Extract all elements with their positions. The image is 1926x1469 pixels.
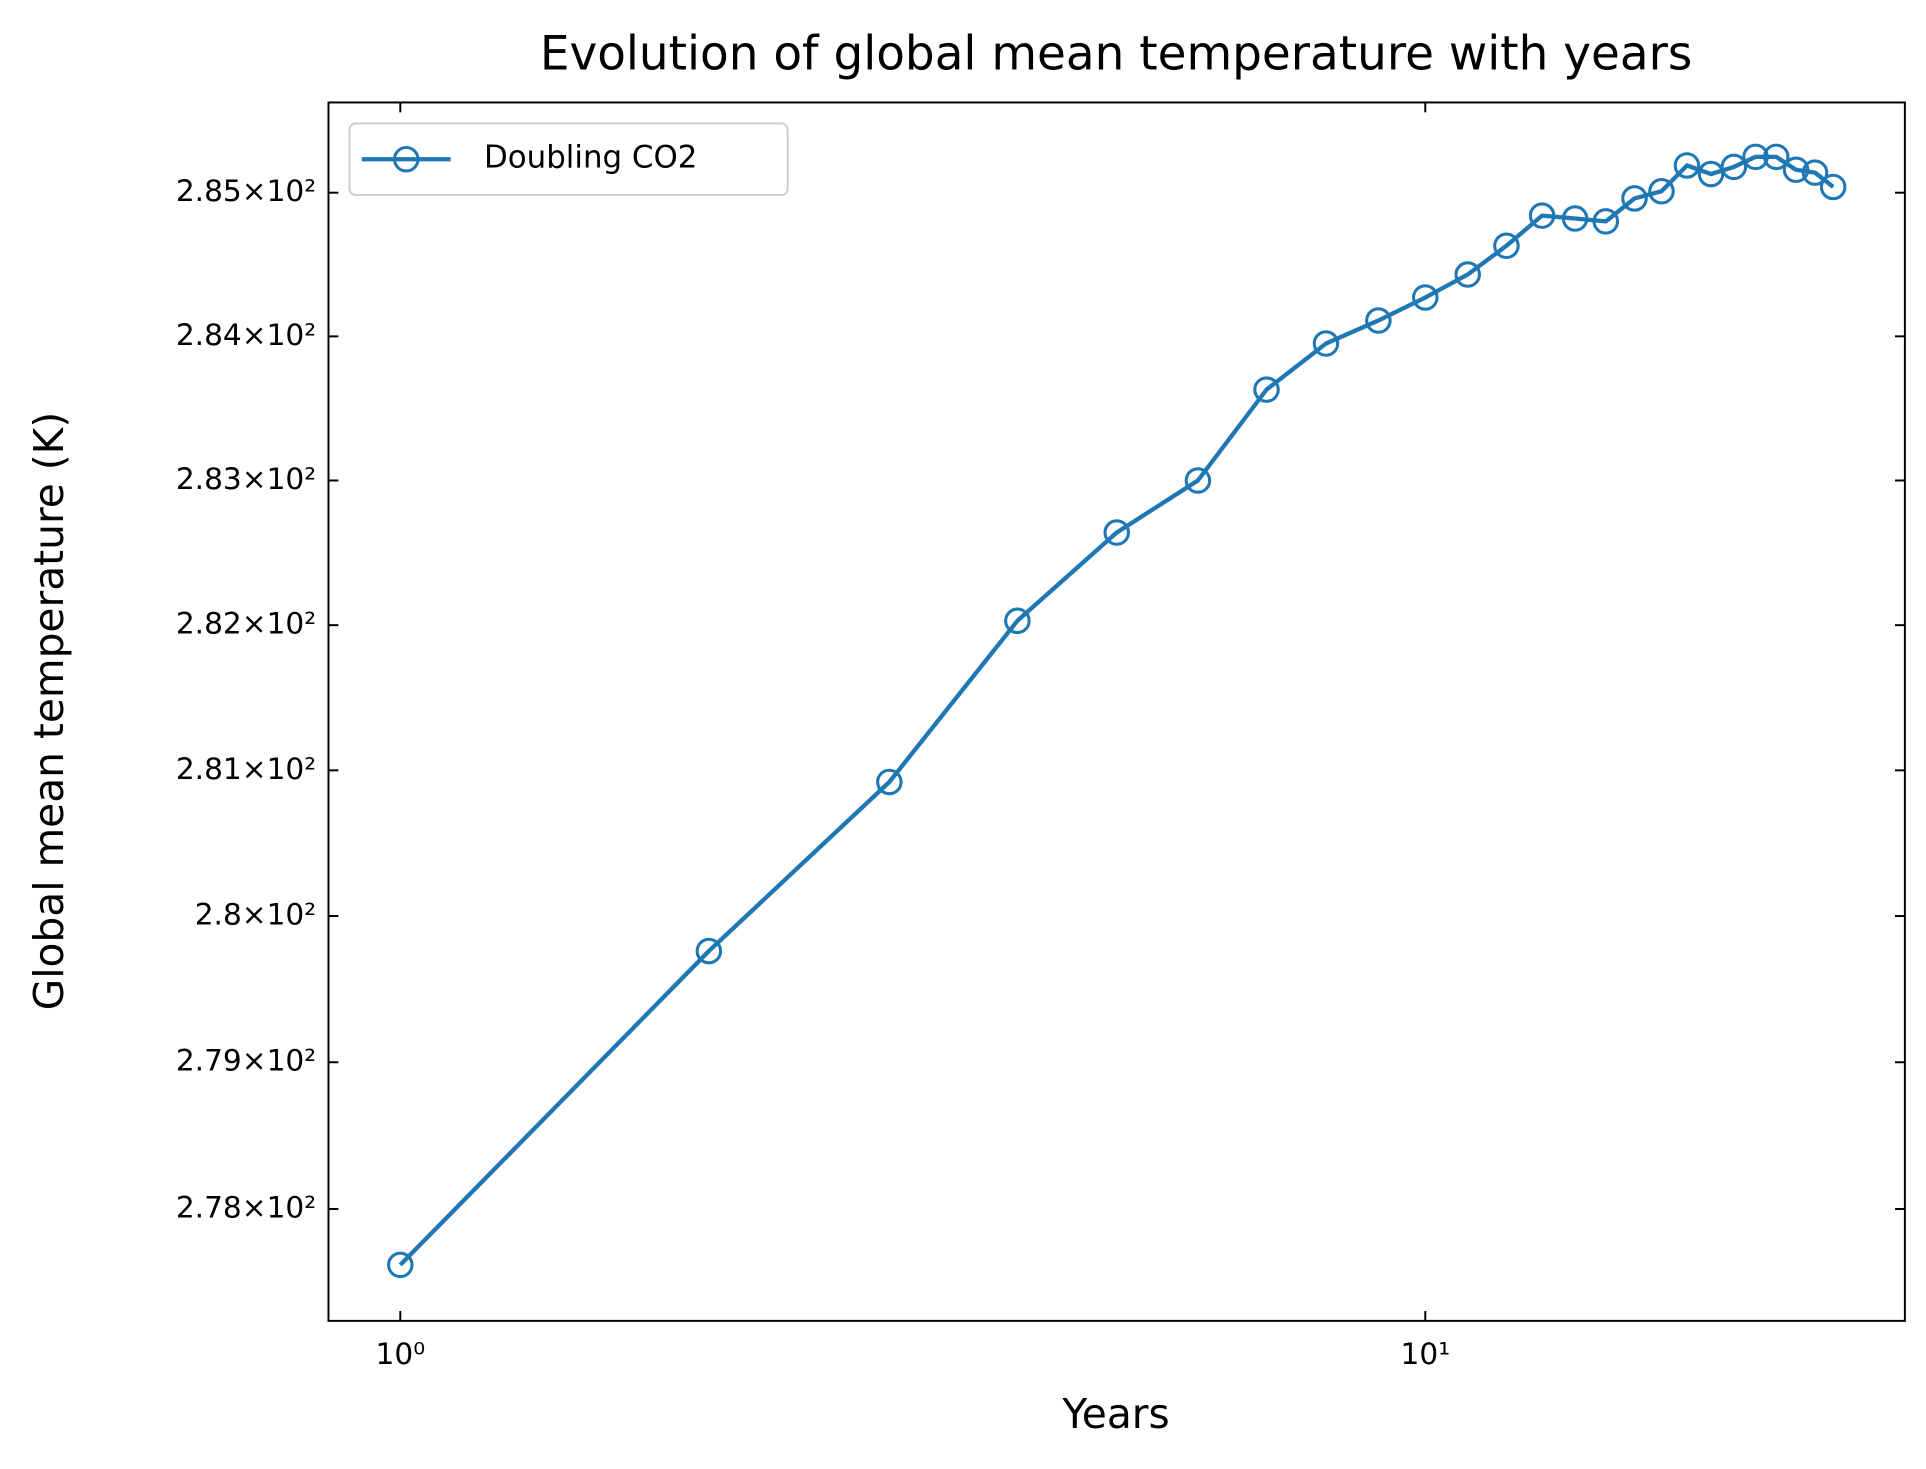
data-point bbox=[1365, 307, 1392, 334]
data-point bbox=[695, 937, 723, 965]
x-axis-label: Years bbox=[1061, 1390, 1169, 1438]
y-tick-label: 2.8×10² bbox=[195, 898, 316, 932]
y-tick-label: 2.84×10² bbox=[176, 318, 316, 352]
data-point bbox=[1742, 143, 1769, 171]
data-point bbox=[1621, 185, 1648, 212]
data-point bbox=[1412, 284, 1439, 311]
legend-marker bbox=[392, 145, 420, 173]
data-point bbox=[1493, 232, 1520, 260]
chart-title: Evolution of global mean temperature wit… bbox=[540, 26, 1693, 81]
data-line bbox=[398, 154, 1835, 1267]
y-axis-label: Global mean temperature (K) bbox=[25, 412, 73, 1011]
x-tick-label: 10⁰ bbox=[376, 1337, 426, 1371]
data-point bbox=[1454, 261, 1481, 288]
data-point bbox=[1673, 152, 1701, 179]
data-point bbox=[1819, 173, 1847, 201]
data-point bbox=[1763, 143, 1790, 171]
data-point bbox=[1184, 467, 1212, 494]
data-point bbox=[1801, 159, 1829, 186]
legend-box bbox=[348, 122, 789, 196]
data-point bbox=[1592, 208, 1620, 235]
data-point bbox=[1004, 607, 1031, 635]
data-point bbox=[1103, 519, 1131, 546]
x-tick-label: 10¹ bbox=[1401, 1337, 1451, 1371]
data-point bbox=[1528, 202, 1556, 229]
data-point bbox=[1648, 177, 1675, 205]
y-tick-label: 2.78×10² bbox=[176, 1190, 316, 1224]
y-tick-label: 2.81×10² bbox=[176, 752, 316, 786]
data-point bbox=[1561, 205, 1589, 232]
y-tick-label: 2.83×10² bbox=[176, 462, 316, 496]
data-point bbox=[1253, 376, 1280, 403]
data-point bbox=[1782, 156, 1810, 184]
data-point bbox=[387, 1251, 414, 1279]
legend-label: Doubling CO2 bbox=[484, 140, 697, 176]
data-point bbox=[1720, 153, 1748, 181]
y-tick-label: 2.82×10² bbox=[176, 607, 316, 641]
y-tick-label: 2.85×10² bbox=[176, 174, 316, 208]
data-point bbox=[1312, 330, 1340, 357]
y-tick-label: 2.79×10² bbox=[176, 1044, 316, 1078]
plot-frame bbox=[327, 101, 1906, 1322]
data-point bbox=[876, 768, 903, 796]
